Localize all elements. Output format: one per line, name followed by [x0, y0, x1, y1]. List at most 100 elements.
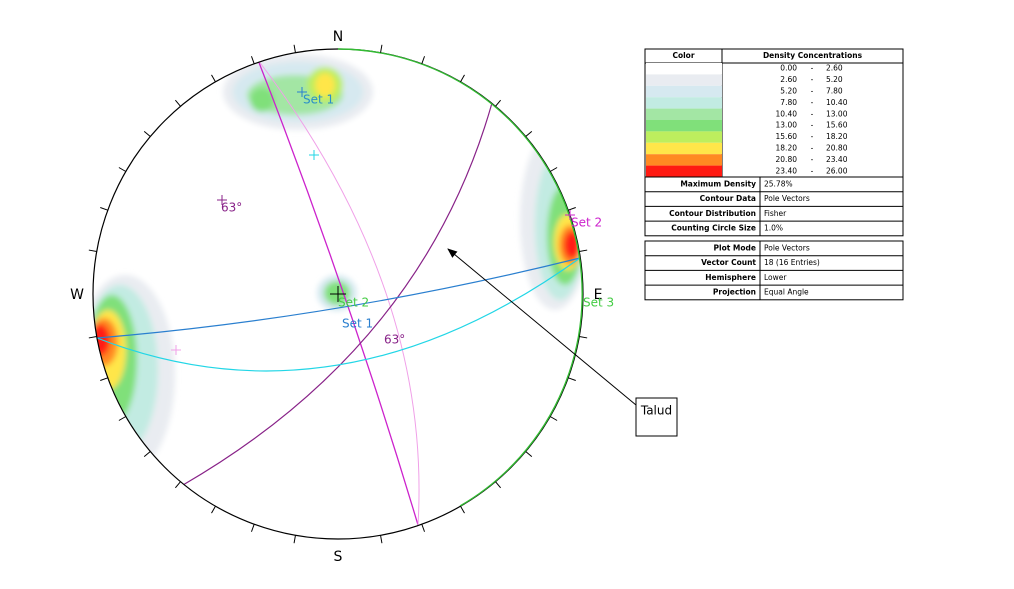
legend-from: 15.60 [776, 132, 798, 141]
info-key: Vector Count [701, 258, 756, 267]
dip-label: 63° [384, 333, 405, 347]
pole-markers [171, 87, 575, 355]
info-key: Counting Circle Size [671, 223, 756, 232]
info-value: Fisher [764, 209, 787, 218]
legend-from: 20.80 [776, 155, 798, 164]
legend-swatch [646, 120, 722, 132]
callout-arrow [447, 248, 637, 406]
legend-swatch [646, 97, 722, 109]
tick-mark [174, 99, 181, 107]
legend-from: 5.20 [780, 87, 797, 96]
legend-to: 5.20 [826, 75, 843, 84]
info-value: Pole Vectors [764, 243, 810, 252]
tick-mark [118, 167, 127, 172]
legend-to: 13.00 [826, 109, 848, 118]
tick-mark [293, 535, 296, 544]
legend-sep: - [811, 144, 814, 153]
tick-mark [143, 451, 151, 458]
legend-sep: - [811, 64, 814, 73]
tick-mark [549, 167, 558, 172]
tick-mark [250, 524, 255, 532]
tick-mark [495, 481, 502, 489]
legend-sep: - [811, 132, 814, 141]
great-circle [257, 59, 419, 526]
callout-box [635, 397, 678, 437]
legend-from: 0.00 [780, 64, 797, 73]
tick-mark [211, 74, 216, 83]
info-key: Plot Mode [714, 243, 757, 252]
set-label: Set 3 [583, 296, 614, 310]
tick-mark [460, 505, 465, 514]
legend-to: 10.40 [826, 98, 848, 107]
legend-from: 2.60 [780, 75, 797, 84]
legend-sep: - [811, 75, 814, 84]
tick-mark [380, 44, 383, 53]
legend-sep: - [811, 87, 814, 96]
tick-mark [118, 416, 127, 421]
legend-sep: - [811, 121, 814, 130]
info-value: 25.78% [764, 179, 793, 188]
tick-mark [293, 44, 296, 53]
tick-mark [525, 451, 533, 458]
legend-sep: - [811, 166, 814, 175]
tick-mark [100, 377, 108, 382]
tick-mark [88, 249, 97, 252]
great-circle [182, 102, 493, 486]
legend-tables: Color Density Concentrations 0.00 - 2.60 2.60… [644, 48, 904, 301]
legend-swatch [646, 165, 722, 177]
info-value: Pole Vectors [764, 194, 810, 203]
info-key: Projection [713, 287, 756, 296]
legend-from: 10.40 [776, 109, 798, 118]
primitive-arc [337, 48, 583, 507]
set-label: Set 1 [303, 93, 334, 107]
great-circle [96, 257, 581, 339]
legend-to: 18.20 [826, 132, 848, 141]
tick-mark [143, 130, 151, 137]
legend-swatch [646, 131, 722, 143]
legend-sep: - [811, 155, 814, 164]
tick-mark [211, 505, 216, 514]
east-label: E [594, 287, 603, 303]
set-label: Set 1 [342, 317, 373, 331]
info-key: Contour Data [700, 194, 756, 203]
info-value: 18 (16 Entries) [764, 258, 820, 267]
legend-to: 7.80 [826, 87, 843, 96]
legend-swatch [646, 63, 722, 75]
tick-mark [549, 416, 558, 421]
tick-mark [421, 56, 426, 64]
info-key: Maximum Density [680, 179, 756, 188]
tick-marks [88, 44, 588, 544]
tick-mark [88, 336, 97, 339]
legend-swatch [646, 142, 722, 155]
legend-sep: - [811, 98, 814, 107]
great-circle [257, 59, 420, 526]
legend-to: 20.80 [826, 144, 848, 153]
tick-mark [174, 481, 181, 489]
tick-mark [579, 336, 588, 339]
set-label: Set 2 [338, 296, 369, 310]
table-header: Density Concentrations [763, 51, 863, 60]
west-label: W [70, 287, 84, 303]
great-circles [96, 59, 581, 526]
legend-from: 23.40 [776, 166, 798, 175]
tick-mark [579, 249, 588, 252]
info-value: Lower [764, 273, 787, 282]
tick-mark [380, 535, 383, 544]
legend-swatch [646, 74, 722, 86]
legend-swatch [646, 85, 722, 98]
legend-to: 26.00 [826, 166, 848, 175]
tick-mark [421, 524, 426, 532]
dip-label: 63° [221, 201, 242, 215]
set-label: Set 2 [571, 216, 602, 230]
legend-swatch [646, 108, 722, 120]
great-circle [96, 257, 581, 372]
callout-text: Talud [640, 404, 672, 418]
info-key: Hemisphere [705, 273, 756, 282]
legend-from: 7.80 [780, 98, 797, 107]
legend-to: 2.60 [826, 64, 843, 73]
density-contours [93, 54, 583, 475]
tick-mark [250, 56, 255, 64]
tick-mark [568, 206, 576, 211]
info-key: Contour Distribution [669, 209, 756, 218]
